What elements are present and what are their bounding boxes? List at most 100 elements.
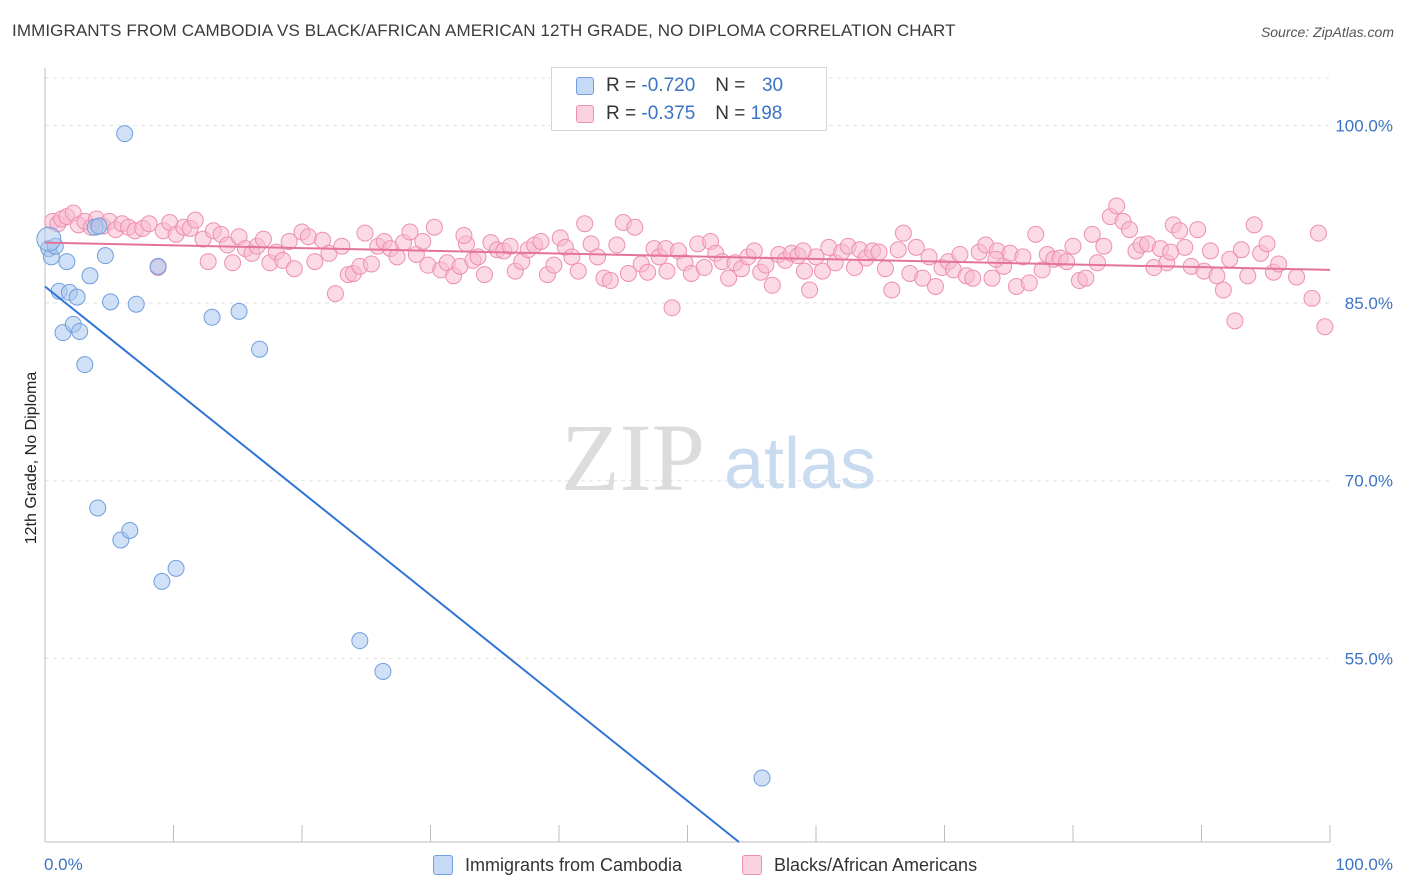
black-point-172 — [1121, 221, 1139, 239]
black-point-167 — [1088, 254, 1106, 272]
cambodia-point-26 — [167, 559, 185, 577]
legend-r-value: -0.375 — [641, 103, 696, 124]
black-point-95 — [639, 263, 657, 281]
black-point-170 — [1108, 197, 1126, 215]
black-point-87 — [589, 248, 607, 266]
grid-lines — [45, 77, 1330, 659]
legend-n-label: N = — [715, 75, 746, 96]
cambodia-point-25 — [153, 572, 171, 590]
legend-row-black: R = -0.375 N = 198 — [576, 101, 782, 127]
legend-row-cambodia: R = -0.720 N = 30 — [576, 73, 783, 99]
cambodia-point-5 — [58, 253, 76, 271]
legend-r-label: R = — [606, 103, 637, 124]
black-point-41 — [299, 228, 317, 246]
black-point-139 — [914, 269, 932, 287]
cambodia-point-20 — [230, 302, 248, 320]
axes — [44, 68, 1331, 843]
black-point-145 — [951, 245, 969, 263]
bottom-legend-label-cambodia: Immigrants from Cambodia — [465, 854, 683, 875]
cambodia-point-16 — [116, 125, 134, 143]
black-point-108 — [720, 269, 738, 287]
x-tick-label-1: 100.0% — [1335, 855, 1393, 874]
watermark: ZIP atlas — [561, 404, 876, 511]
black-point-25 — [199, 253, 217, 271]
black-point-80 — [545, 256, 563, 274]
black-point-42 — [306, 253, 324, 271]
cambodia-point-19 — [203, 308, 221, 326]
cambodia-point-27 — [351, 632, 369, 650]
legend-r-label: R = — [606, 75, 637, 96]
cambodia-point-11 — [81, 267, 99, 285]
cambodia-point-13 — [90, 217, 108, 235]
cambodia-point-21 — [251, 340, 269, 358]
black-point-186 — [1208, 267, 1226, 285]
legend: R = -0.720 N = 30 R = -0.375 N = 198 — [551, 67, 827, 131]
black-point-132 — [870, 243, 888, 261]
chart-source: Source: ZipAtlas.com — [1260, 24, 1394, 40]
y-tick-label-3: 100.0% — [1335, 116, 1393, 135]
black-point-28 — [218, 236, 236, 254]
black-point-155 — [1014, 248, 1032, 266]
black-point-133 — [876, 260, 894, 278]
cambodia-point-10 — [76, 356, 94, 374]
watermark-zip: ZIP — [561, 404, 705, 511]
black-point-115 — [763, 276, 781, 294]
black-point-73 — [501, 237, 519, 255]
black-point-57 — [401, 223, 419, 241]
black-point-183 — [1189, 221, 1207, 239]
black-point-203 — [455, 227, 473, 245]
black-point-45 — [326, 285, 344, 303]
black-point-38 — [280, 232, 298, 250]
black-point-112 — [745, 242, 763, 260]
black-point-185 — [1201, 242, 1219, 260]
black-point-89 — [601, 272, 619, 290]
black-point-205 — [794, 242, 812, 260]
x-tick-labels: 0.0% 100.0% — [44, 855, 1393, 874]
legend-n-value: 198 — [750, 103, 783, 124]
cambodia-point-14 — [96, 247, 114, 265]
black-point-92 — [619, 264, 637, 282]
black-point-199 — [1309, 224, 1327, 242]
black-point-46 — [333, 237, 351, 255]
bottom-legend-label-black: Blacks/African Americans — [774, 854, 978, 875]
black-point-168 — [1095, 237, 1113, 255]
black-point-123 — [813, 262, 831, 280]
black-point-181 — [1176, 238, 1194, 256]
black-point-59 — [414, 232, 432, 250]
black-point-121 — [801, 281, 819, 299]
black-point-61 — [425, 218, 443, 236]
trendline-cambodia — [44, 285, 740, 843]
black-point-99 — [663, 299, 681, 317]
black-point-120 — [795, 262, 813, 280]
black-point-150 — [983, 269, 1001, 287]
bottom-legend-cambodia: Immigrants from Cambodia — [433, 852, 682, 878]
trendlines — [44, 241, 1331, 843]
black-point-83 — [563, 248, 581, 266]
black-point-84 — [569, 262, 587, 280]
black-point-141 — [927, 277, 945, 295]
y-tick-label-2: 85.0% — [1345, 294, 1393, 313]
black-point-202 — [658, 262, 676, 280]
cambodia-point-17 — [127, 295, 145, 313]
black-point-39 — [285, 260, 303, 278]
chart-title: IMMIGRANTS FROM CAMBODIA VS BLACK/AFRICA… — [12, 21, 956, 40]
black-point-85 — [576, 215, 594, 233]
black-point-163 — [1064, 237, 1082, 255]
cambodia-point-24 — [121, 521, 139, 539]
black-point-78 — [532, 232, 550, 250]
series-immigrants-from-cambodia — [36, 125, 771, 787]
black-point-51 — [362, 255, 380, 273]
black-point-93 — [626, 218, 644, 236]
black-point-190 — [1232, 241, 1250, 259]
black-point-198 — [1303, 289, 1321, 307]
legend-n-value: 30 — [761, 75, 784, 96]
y-tick-label-1: 70.0% — [1345, 472, 1393, 491]
legend-r-value: -0.720 — [641, 75, 696, 96]
black-point-37 — [274, 251, 292, 269]
cambodia-point-cluster — [36, 226, 62, 252]
black-point-191 — [1239, 267, 1257, 285]
black-point-156 — [1020, 274, 1038, 292]
cambodia-point-29 — [753, 769, 771, 787]
bottom-legend-swatch-black — [742, 855, 762, 875]
